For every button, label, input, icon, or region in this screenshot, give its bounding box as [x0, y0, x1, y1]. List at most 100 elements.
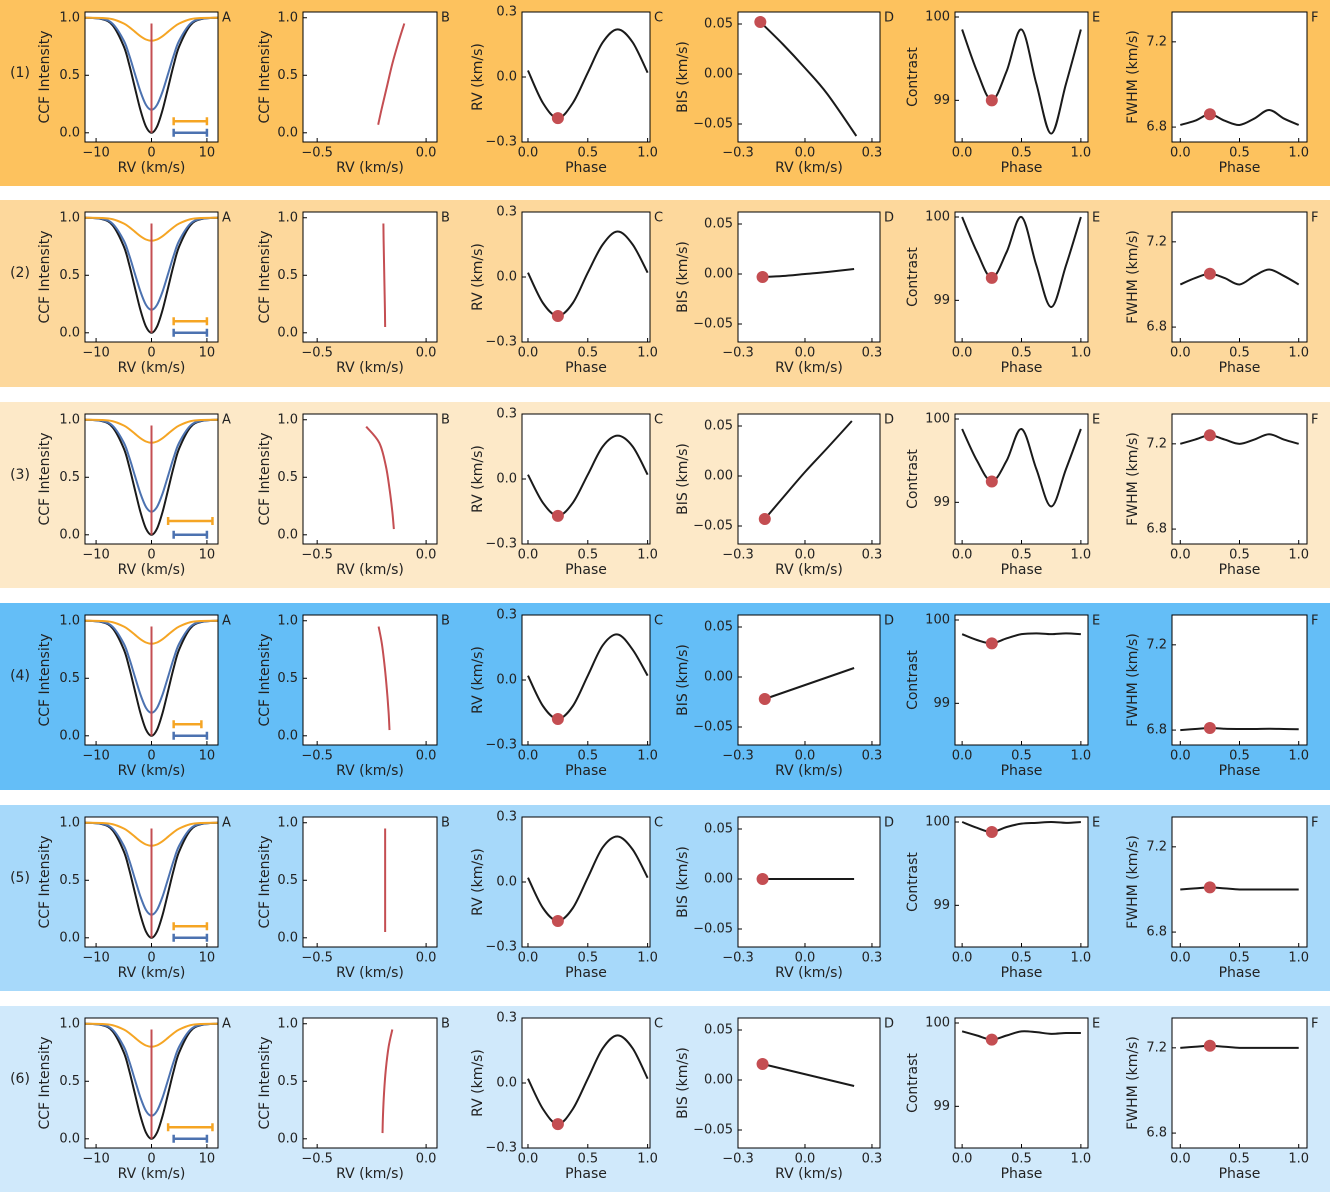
y-tick-label: 7.2 — [1146, 34, 1167, 49]
y-tick-label: 1.0 — [277, 412, 298, 427]
x-tick-label: 0.5 — [1229, 951, 1250, 966]
plot-frame — [737, 816, 881, 948]
plot-area — [1172, 414, 1307, 544]
x-axis-label: Phase — [1219, 562, 1261, 578]
data-line — [961, 1030, 1081, 1041]
y-tick-label: 0.0 — [277, 728, 298, 743]
plot-content — [758, 420, 853, 525]
y-axis-label: Contrast — [905, 449, 921, 509]
panel-label: C — [654, 11, 663, 26]
plot-content — [1180, 881, 1299, 894]
y-axis-label: BIS (km/s) — [675, 241, 691, 313]
data-line — [381, 1029, 394, 1134]
data-line — [961, 215, 1082, 308]
row-label: (6) — [10, 1071, 30, 1087]
plot-content — [85, 418, 218, 539]
plot-area — [303, 12, 437, 142]
marker — [985, 94, 998, 107]
plot-frame — [954, 413, 1089, 545]
plot-frame — [737, 413, 881, 545]
plot-area — [738, 414, 880, 544]
y-tick-label: 1.0 — [59, 613, 80, 628]
x-axis-label: RV (km/s) — [336, 1166, 404, 1182]
panel-label: B — [441, 413, 450, 428]
x-axis-label: RV (km/s) — [336, 965, 404, 981]
x-axis-label: Phase — [565, 562, 607, 578]
plot-content — [961, 1030, 1081, 1046]
error-bar — [172, 922, 209, 931]
error-bar — [172, 1134, 209, 1143]
y-axis-label: FWHM (km/s) — [1125, 835, 1141, 929]
y-tick-label: 0.5 — [59, 873, 80, 888]
x-tick-label: 0.0 — [795, 146, 816, 161]
y-tick-label: 0.3 — [496, 1011, 517, 1026]
y-tick-label: 0.0 — [496, 673, 517, 688]
y-axis-label: RV (km/s) — [470, 848, 486, 916]
y-tick-label: 7.2 — [1146, 436, 1167, 451]
y-axis-label: CCF Intensity — [37, 231, 53, 324]
data-line — [377, 626, 391, 731]
x-tick-label: 0.5 — [577, 951, 598, 966]
panel-label: B — [441, 1017, 450, 1032]
y-tick-label: 1.0 — [59, 1016, 80, 1031]
data-line — [527, 28, 649, 120]
x-tick-label: 0.3 — [862, 1152, 883, 1167]
x-tick-label: 1.0 — [637, 749, 658, 764]
panel-label: F — [1311, 1017, 1318, 1032]
x-axis-label: RV (km/s) — [118, 360, 186, 376]
plot-frame — [954, 1017, 1089, 1149]
y-axis-label: CCF Intensity — [257, 433, 273, 526]
x-tick-label: 0.0 — [952, 749, 973, 764]
data-line — [762, 1063, 855, 1087]
error-bar — [166, 1123, 214, 1132]
y-tick-label: 100 — [925, 412, 950, 427]
y-tick-label: 7.2 — [1146, 839, 1167, 854]
x-tick-label: 0.3 — [862, 346, 883, 361]
plot-frame — [1171, 211, 1308, 343]
y-axis-label: RV (km/s) — [470, 445, 486, 513]
y-tick-label: −0.3 — [485, 135, 517, 150]
x-tick-label: 0.5 — [1229, 146, 1250, 161]
data-line — [961, 28, 1082, 135]
y-axis-label: CCF Intensity — [257, 634, 273, 727]
x-tick-label: −0.3 — [722, 346, 754, 361]
error-bar — [172, 117, 209, 126]
error-bar — [172, 328, 209, 337]
y-tick-label: 7.2 — [1146, 1040, 1167, 1055]
y-tick-label: 100 — [925, 10, 950, 25]
y-tick-label: 0.5 — [277, 268, 298, 283]
x-tick-label: 0.0 — [416, 951, 437, 966]
x-tick-label: 0.5 — [577, 548, 598, 563]
panel-label: D — [884, 816, 894, 831]
data-line — [365, 426, 395, 530]
panel-label: B — [441, 816, 450, 831]
y-tick-label: 0.0 — [496, 70, 517, 85]
y-tick-label: −0.3 — [485, 335, 517, 350]
data-line — [961, 821, 1081, 834]
y-tick-label: −0.3 — [485, 1141, 517, 1156]
x-tick-label: 0.0 — [416, 346, 437, 361]
x-tick-label: 10 — [199, 951, 216, 966]
y-tick-label: −0.05 — [693, 519, 733, 534]
marker — [985, 1033, 998, 1046]
marker — [985, 637, 998, 650]
panel-label: C — [654, 614, 663, 629]
y-tick-label: −0.3 — [485, 738, 517, 753]
data-line — [527, 835, 649, 922]
plot-content — [527, 28, 649, 125]
plot-area — [955, 615, 1088, 745]
x-tick-label: 0.5 — [577, 146, 598, 161]
x-tick-label: 1.0 — [1071, 749, 1092, 764]
y-tick-label: −0.05 — [693, 922, 733, 937]
panel-label: E — [1092, 211, 1100, 226]
error-bar — [172, 731, 209, 740]
marker — [551, 713, 564, 725]
y-tick-label: 0.0 — [59, 527, 80, 542]
x-axis-label: RV (km/s) — [775, 763, 843, 779]
x-tick-label: 0.3 — [862, 146, 883, 161]
plot-frame — [954, 816, 1089, 948]
y-axis-label: FWHM (km/s) — [1125, 230, 1141, 324]
plot-content — [527, 835, 649, 927]
plot-frame — [1171, 413, 1308, 545]
